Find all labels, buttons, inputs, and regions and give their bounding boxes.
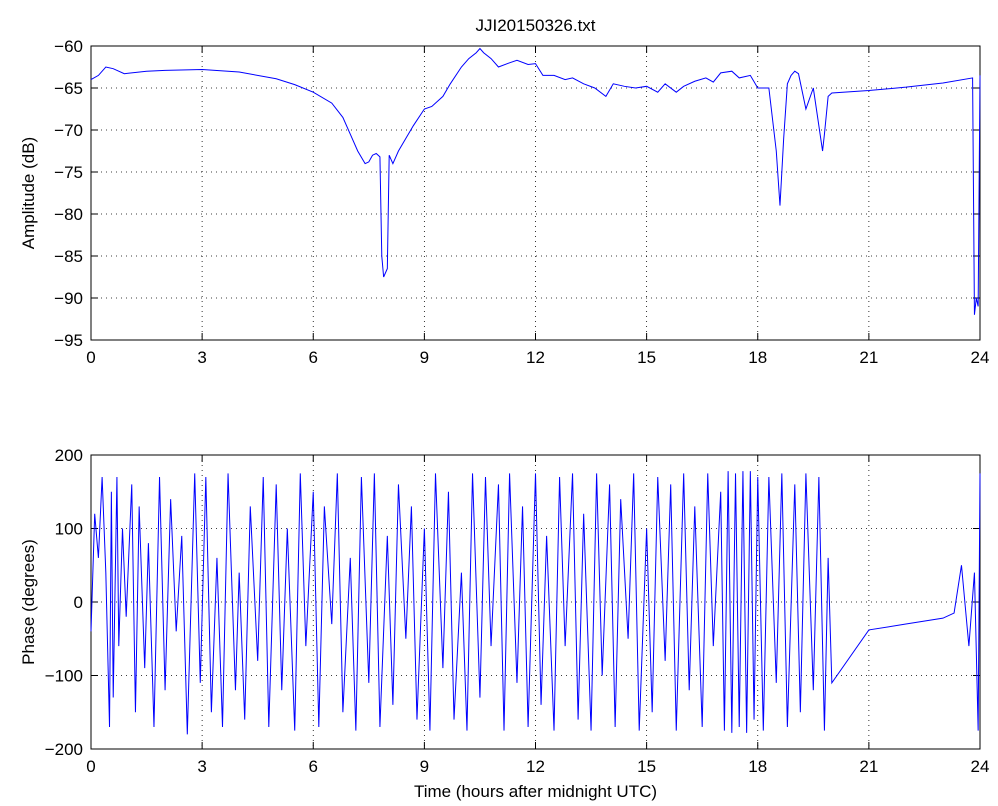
x-tick-label: 3 [197,757,206,776]
amplitude-plot: 0 3 6 9 12 15 18 21 24 −95 −90 −85 −80 −75 −70 −65 −60 JJ… [19,16,989,367]
x-tick-label: 18 [748,757,767,776]
y-tick-label: −100 [45,667,83,686]
x-tick-label: 0 [86,348,95,367]
data-line [90,471,981,735]
x-tick-label: 15 [637,348,656,367]
y-tick-label: 200 [55,446,83,465]
y-tick-label: 100 [55,520,83,539]
x-tick-label: 21 [859,757,878,776]
y-tick-label: −65 [54,79,83,98]
x-tick-label: 3 [197,348,206,367]
phase-plot: 0 3 6 9 12 15 18 21 24 −200 −100 0 100 200 Time (hours… [19,446,989,801]
x-tick-label: 6 [309,348,318,367]
x-tick-label: 12 [526,757,545,776]
y-tick-label: −60 [54,37,83,56]
y-tick-label: −200 [45,740,83,759]
x-tick-label: 9 [420,757,429,776]
y-axis-label: Phase (degrees) [19,539,38,665]
data-line [90,47,981,315]
x-tick-label: 24 [971,348,990,367]
x-tick-label: 9 [420,348,429,367]
y-tick-label: −75 [54,163,83,182]
y-tick-label: −70 [54,121,83,140]
y-tick-label: −95 [54,331,83,350]
x-tick-label: 0 [86,757,95,776]
x-tick-label: 12 [526,348,545,367]
y-tick-label: −85 [54,247,83,266]
x-tick-label: 15 [637,757,656,776]
y-tick-label: 0 [74,593,83,612]
x-tick-label: 24 [971,757,990,776]
y-tick-label: −80 [54,205,83,224]
x-tick-label: 21 [859,348,878,367]
x-tick-label: 18 [748,348,767,367]
y-tick-label: −90 [54,289,83,308]
x-tick-label: 6 [309,757,318,776]
x-axis-label: Time (hours after midnight UTC) [414,782,657,801]
chart-title: JJI20150326.txt [475,16,595,35]
plot-area [90,45,981,341]
y-axis-label: Amplitude (dB) [19,137,38,249]
